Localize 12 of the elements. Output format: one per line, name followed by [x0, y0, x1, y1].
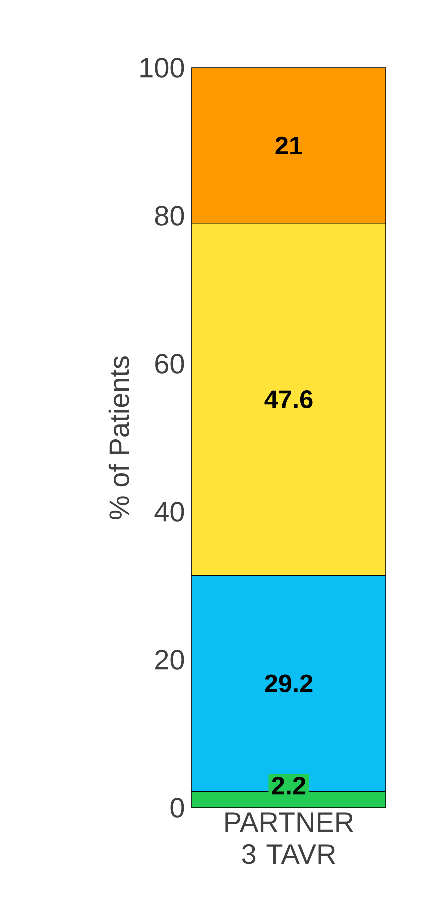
y-tick-label: 80	[155, 206, 184, 226]
data-label: 29.2	[265, 674, 313, 693]
y-axis-title: % of Patients	[108, 356, 130, 520]
y-tick-label: 100	[140, 58, 184, 78]
data-label: 47.6	[264, 390, 313, 408]
x-tick-label: PARTNER 3 TAVR	[226, 812, 354, 864]
y-tick-label: 20	[156, 650, 184, 670]
data-label: 2.2	[272, 776, 306, 795]
y-tick-label: 60	[156, 354, 184, 374]
data-label: 21	[276, 136, 302, 155]
y-tick-label: 0	[170, 798, 184, 818]
y-tick-label: 40	[154, 502, 184, 522]
